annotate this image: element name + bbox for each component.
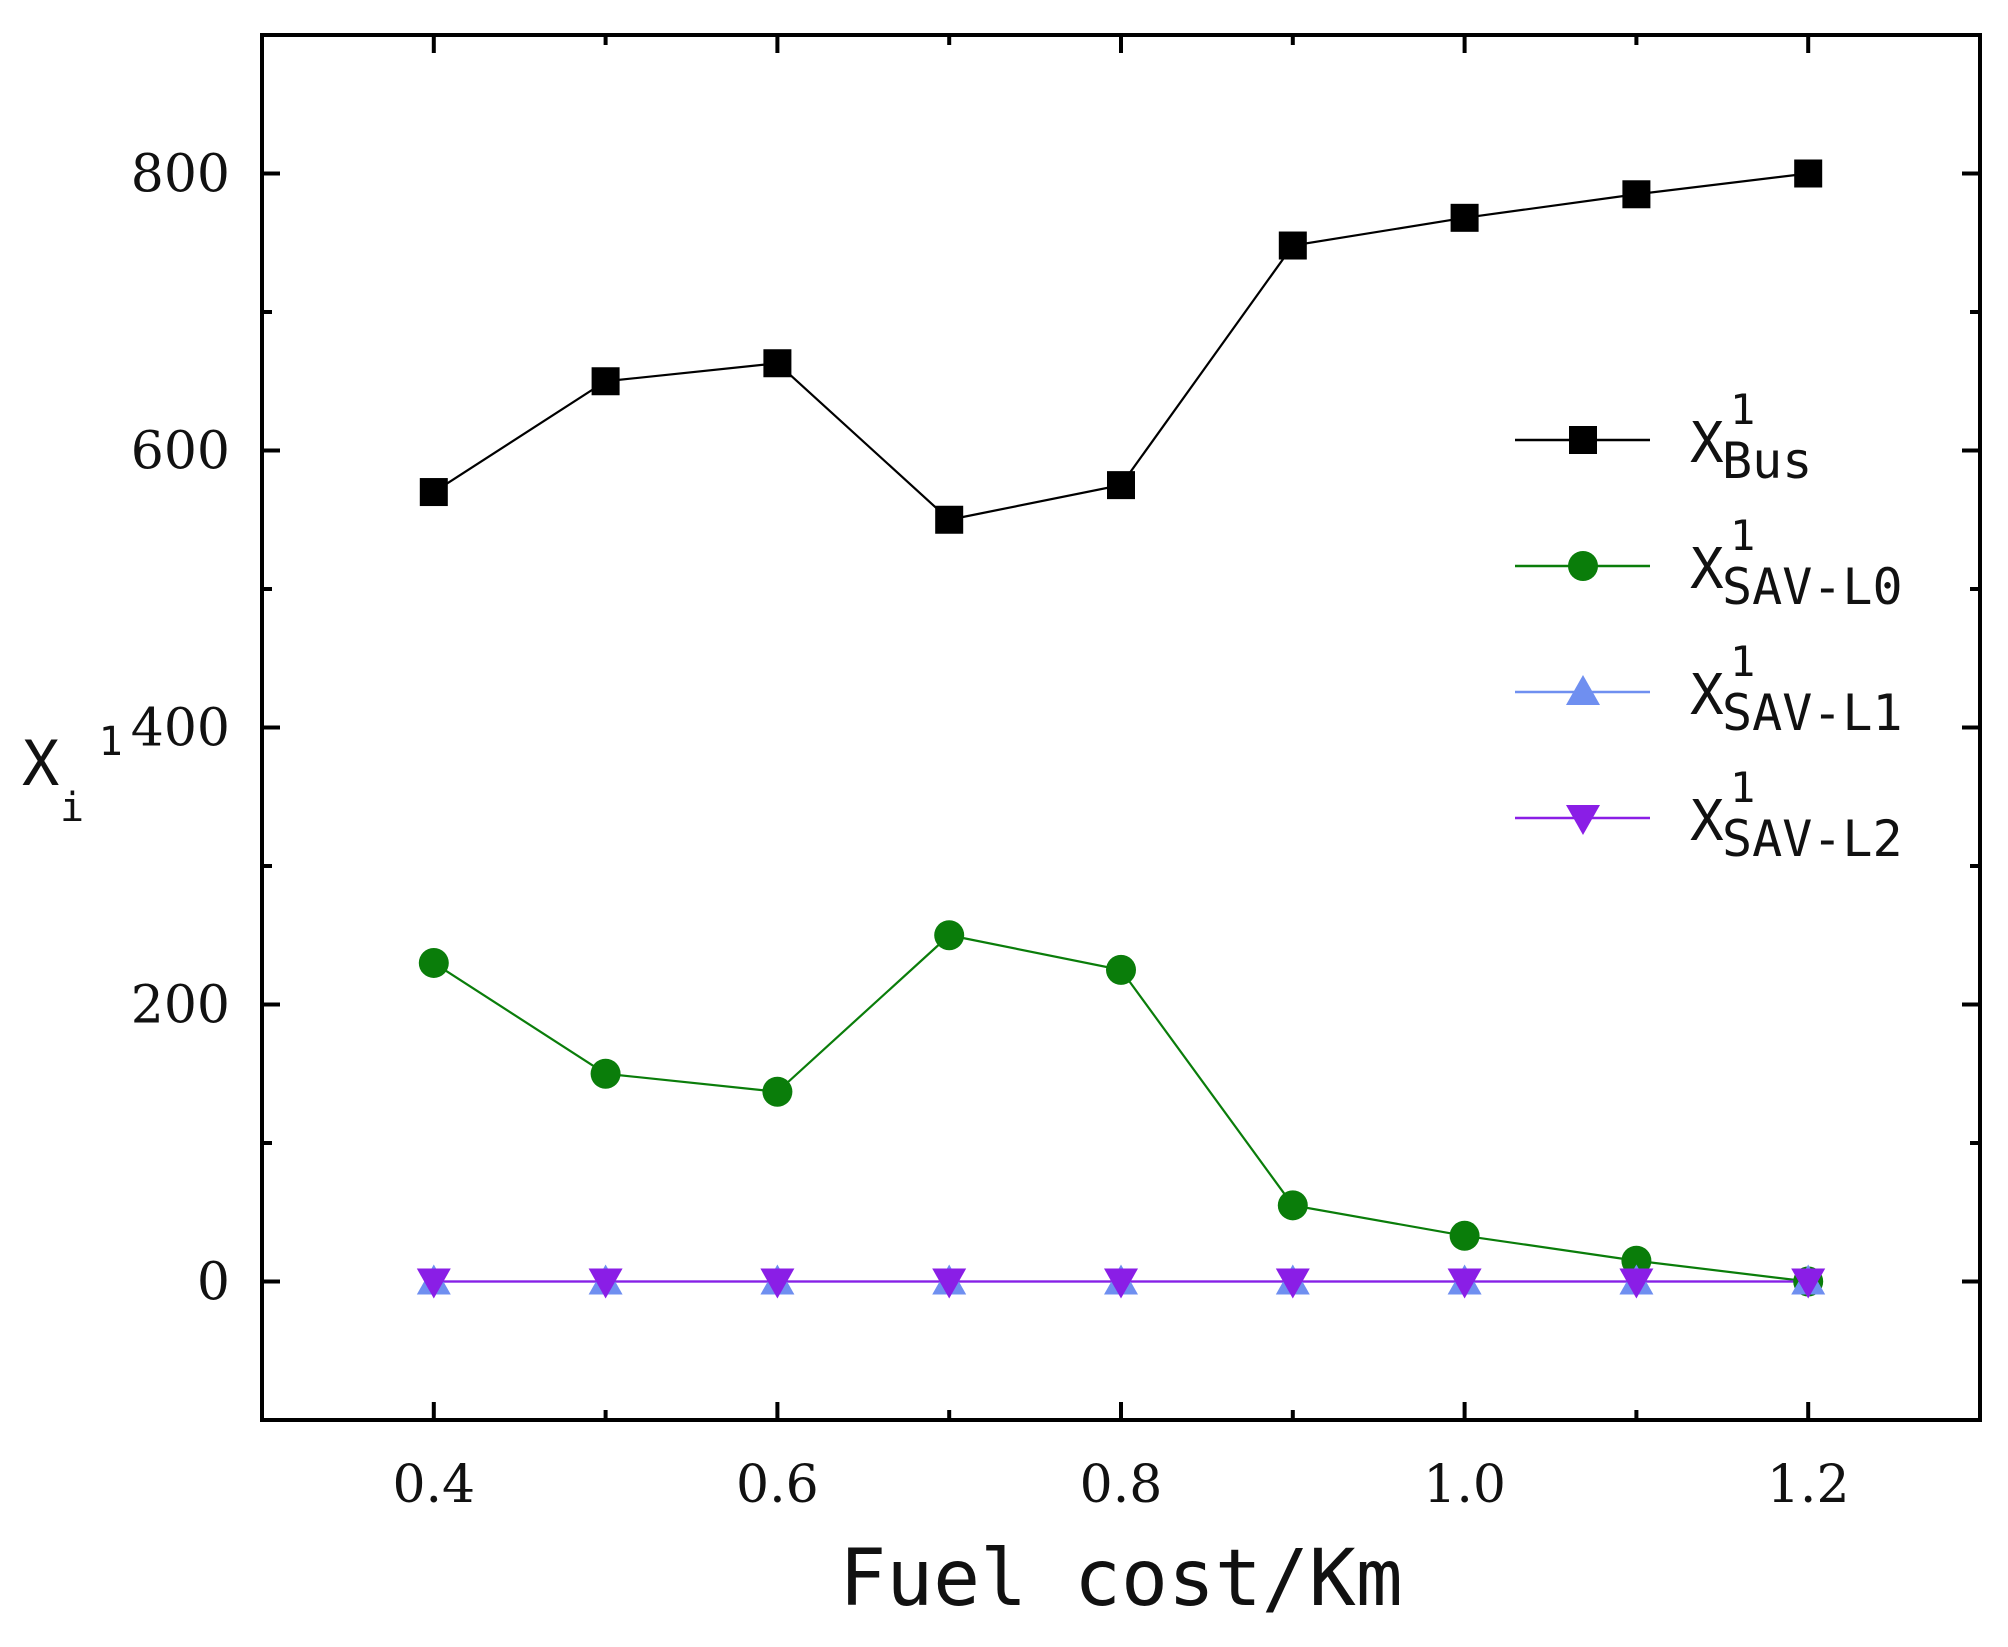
y-tick-label: 400 (131, 699, 230, 759)
y-tick-label: 200 (131, 976, 230, 1036)
data-point-1-5 (1277, 1190, 1308, 1221)
legend-marker (1568, 551, 1598, 581)
data-point-0-2 (763, 349, 792, 378)
data-point-1-2 (762, 1076, 793, 1107)
data-point-1-4 (1106, 954, 1136, 985)
data-point-3-3 (932, 1268, 967, 1299)
data-point-3-4 (1104, 1268, 1138, 1299)
legend-marker (1566, 675, 1600, 705)
data-point-3-0 (416, 1268, 451, 1299)
x-tick-label: 0.8 (1080, 1455, 1163, 1515)
legend-label: X1 Bus (1690, 385, 1812, 490)
data-point-0-4 (1107, 471, 1135, 500)
x-axis-title: Fuel cost/Km (839, 1534, 1403, 1624)
legend-label: X1 SAV-L1 (1690, 637, 1903, 742)
y-axis-title-sup: 1 (99, 719, 123, 765)
legend-label: X1 SAV-L0 (1690, 511, 1903, 616)
data-point-0-3 (935, 505, 964, 534)
data-point-1-7 (1621, 1245, 1652, 1276)
legend-marker (1569, 426, 1597, 454)
data-point-3-8 (1791, 1268, 1826, 1299)
data-point-1-6 (1449, 1220, 1480, 1251)
x-tick-label: 0.6 (736, 1455, 819, 1515)
legend-label: X1 SAV-L2 (1690, 763, 1903, 868)
plot-frame (260, 33, 1982, 1422)
data-point-0-8 (1794, 159, 1823, 188)
x-tick-label: 0.4 (392, 1455, 475, 1515)
y-axis-title-base: X (22, 727, 59, 800)
data-point-0-1 (591, 367, 620, 396)
data-point-0-5 (1278, 231, 1307, 260)
legend-item-2: X1 SAV-L1 (1515, 637, 1903, 742)
legend-item-0: X1 Bus (1515, 385, 1812, 490)
data-point-3-7 (1619, 1268, 1654, 1299)
series-points-0 (419, 159, 1823, 534)
x-tick-label: 1.2 (1767, 1455, 1850, 1515)
y-tick-label: 800 (131, 145, 230, 205)
data-point-3-2 (760, 1268, 795, 1299)
legend: X1 Bus X1 SAV-L0 X1 SAV-L1 X1 SAV-L2 (1515, 385, 1903, 868)
data-point-1-3 (934, 920, 965, 951)
y-tick-label: 0 (197, 1253, 230, 1313)
data-point-0-0 (419, 478, 448, 507)
data-point-3-5 (1275, 1268, 1310, 1299)
tick-labels: 0.4 0.6 0.8 1.0 1.2 0 200 400 600 800 (131, 145, 1850, 1516)
legend-marker (1566, 805, 1600, 835)
data-point-0-6 (1450, 203, 1479, 232)
data-point-1-1 (590, 1058, 621, 1089)
x-tick-label: 1.0 (1423, 1455, 1506, 1515)
series-markers (416, 159, 1826, 1299)
series-points-1 (418, 920, 1824, 1297)
data-point-1-0 (418, 947, 449, 978)
series-points-3 (416, 1268, 1826, 1299)
legend-item-1: X1 SAV-L0 (1515, 511, 1903, 616)
y-tick-label: 600 (131, 422, 230, 482)
y-axis-title-sub: i (60, 785, 84, 831)
legend-item-3: X1 SAV-L2 (1515, 763, 1903, 868)
data-point-3-1 (588, 1268, 623, 1299)
y-axis-title: X 1 i (22, 697, 160, 831)
data-point-0-7 (1622, 180, 1651, 209)
data-point-3-6 (1447, 1268, 1482, 1299)
